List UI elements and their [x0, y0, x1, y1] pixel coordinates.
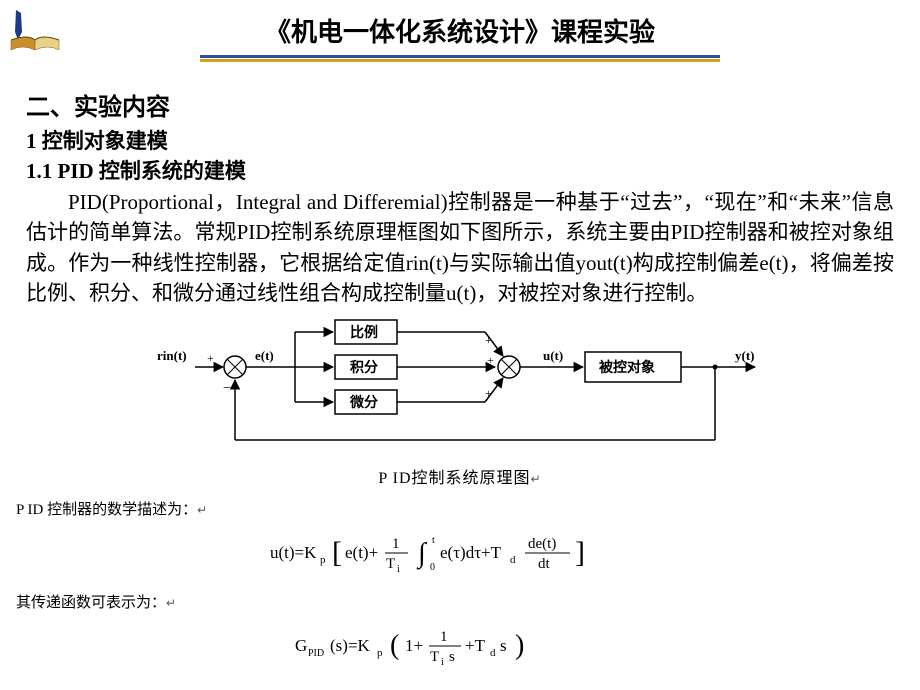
- svg-text:[: [: [332, 536, 342, 569]
- svg-text:de(t): de(t): [528, 536, 556, 552]
- subsection-heading: 1 控制对象建模: [26, 126, 894, 156]
- svg-text:PID: PID: [308, 648, 324, 659]
- svg-text:s: s: [449, 649, 455, 665]
- label-plant: 被控对象: [599, 359, 655, 376]
- svg-text:u(t)=K: u(t)=K: [270, 543, 317, 562]
- svg-text:): ): [515, 630, 524, 661]
- pid-block-diagram: rin(t) + − e(t) 比例 积分 微分: [26, 312, 894, 490]
- svg-text:t: t: [432, 535, 435, 546]
- svg-text:G: G: [295, 636, 307, 655]
- svg-text:0: 0: [430, 562, 435, 573]
- svg-text:(s)=K: (s)=K: [330, 636, 371, 655]
- formula-ut: u(t)=K p [ e(t)+ 1 T i ∫ t 0 e(τ)dτ+T d …: [26, 528, 894, 583]
- diagram-caption: P ID控制系统原理图↵: [26, 467, 894, 490]
- svg-text:s: s: [500, 636, 507, 655]
- svg-text:e(τ)dτ+T: e(τ)dτ+T: [440, 543, 502, 562]
- svg-text:p: p: [377, 647, 383, 659]
- label-rin: rin(t): [157, 348, 187, 363]
- section-heading: 二、实验内容: [26, 91, 894, 126]
- label-et: e(t): [255, 348, 274, 363]
- label-ut: u(t): [543, 348, 563, 363]
- svg-text:]: ]: [575, 536, 585, 569]
- svg-text:1: 1: [440, 629, 448, 645]
- math-description: P ID 控制器的数学描述为：↵: [16, 500, 894, 522]
- svg-text:+T: +T: [465, 636, 486, 655]
- label-plus-mid: +: [487, 353, 494, 367]
- formula-gpid: G PID (s)=K p ( 1+ 1 T i s +T d s ): [26, 621, 894, 674]
- label-yt: y(t): [735, 348, 755, 363]
- svg-text:1+: 1+: [405, 636, 423, 655]
- svg-text:i: i: [441, 657, 444, 667]
- page-title: 《机电一体化系统设计》课程实验: [0, 0, 920, 49]
- label-minus: −: [223, 381, 231, 396]
- body-paragraph: PID(Proportional，Integral and Differemia…: [26, 187, 894, 309]
- label-derivative: 微分: [349, 394, 378, 411]
- label-plus-top: +: [485, 333, 492, 347]
- svg-text:(: (: [390, 630, 399, 661]
- svg-text:i: i: [397, 564, 400, 575]
- label-integral: 积分: [350, 359, 378, 376]
- svg-text:e(t)+: e(t)+: [345, 543, 378, 562]
- subsubsection-heading: 1.1 PID 控制系统的建模: [26, 156, 894, 186]
- svg-text:T: T: [430, 649, 439, 665]
- svg-text:d: d: [490, 647, 496, 659]
- svg-text:T: T: [386, 556, 395, 572]
- label-plus-bot: +: [485, 386, 492, 400]
- svg-text:dt: dt: [538, 556, 551, 572]
- header-book-pen-icon: [8, 10, 62, 57]
- svg-text:p: p: [320, 554, 326, 566]
- label-proportional: 比例: [350, 324, 378, 341]
- body-paragraph-text: PID(Proportional，Integral and Differemia…: [26, 190, 894, 305]
- label-plus1: +: [207, 351, 214, 365]
- svg-text:1: 1: [392, 536, 400, 552]
- svg-text:∫: ∫: [416, 538, 428, 570]
- transfer-function-description: 其传递函数可表示为：↵: [16, 593, 894, 615]
- main-content: 二、实验内容 1 控制对象建模 1.1 PID 控制系统的建模 PID(Prop…: [0, 61, 920, 674]
- svg-text:d: d: [510, 554, 516, 566]
